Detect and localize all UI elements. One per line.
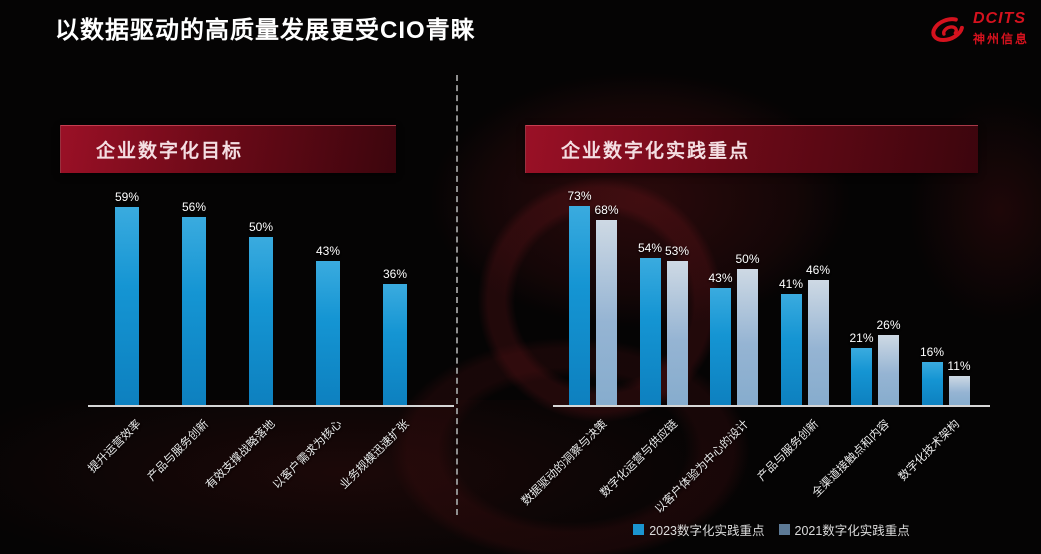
bar-2021: 26% (876, 318, 901, 406)
legend-label: 2021数字化实践重点 (794, 524, 910, 538)
right-chart-title: 企业数字化实践重点 (561, 141, 751, 162)
x-axis-label: 数字化技术架构 (896, 418, 963, 484)
section-divider (456, 75, 458, 515)
bar-value-label: 16% (919, 345, 945, 359)
x-axis-label: 数据驱动的洞察与决策 (519, 418, 610, 508)
left-chart-title: 企业数字化目标 (96, 141, 244, 162)
bar-value-label: 36% (382, 267, 408, 281)
bar-2023: 59% (115, 190, 139, 406)
bar-2021: 53% (665, 244, 689, 406)
x-axis-label: 提升运营效率 (86, 418, 144, 476)
bar-2021: 68% (594, 203, 619, 406)
bar-value-label: 59% (114, 190, 140, 204)
bar-value-label: 54% (637, 241, 663, 255)
right-x-axis-labels: 数据驱动的洞察与决策 数字化运营与供应链 以客户体验为中心的设计 产品与服务创新 全渠道… (520, 416, 990, 516)
right-chart-header: 企业数字化实践重点 (525, 125, 978, 173)
dcits-logo: DCITS 神州信息 (927, 10, 1029, 52)
left-x-axis-labels: 提升运营效率 产品与服务创新 有效支撑战略落地 以客户需求为核心 业务规模迅速扩张 (86, 416, 455, 516)
x-axis-label: 产品与服务创新 (755, 418, 822, 484)
legend-item: 2023数字化实践重点 (633, 520, 765, 539)
bar-2021: 46% (806, 263, 830, 406)
bar-value-label: 43% (708, 271, 733, 285)
bar-value-label: 41% (778, 277, 804, 291)
x-axis-label: 以客户需求为核心 (271, 418, 345, 492)
bar-2023: 56% (182, 200, 206, 406)
bar-2023: 54% (638, 241, 662, 406)
bar-value-label: 21% (849, 331, 874, 345)
logo-cn-text: 神州信息 (972, 32, 1029, 46)
bar-2021: 11% (947, 359, 971, 406)
bar-2023: 73% (567, 189, 592, 406)
bar-value-label: 50% (248, 220, 274, 234)
logo-text-block: DCITS 神州信息 (973, 10, 1029, 47)
right-bar-chart: 73% 68% 54% 53% 43% 50% 41% 46% 21% 26% 16% 11% (553, 186, 990, 406)
bar-value-label: 68% (594, 203, 619, 217)
bar-2023: 16% (920, 345, 944, 406)
page-title: 以数据驱动的高质量发展更受CIO青睐 (55, 17, 476, 44)
bar-value-label: 50% (735, 252, 760, 266)
bar-2023: 21% (849, 331, 874, 406)
bar-2023: 50% (249, 220, 273, 406)
x-axis-label: 有效支撑战略落地 (204, 418, 278, 492)
legend-swatch-icon (778, 524, 790, 535)
bar-value-label: 26% (876, 318, 901, 332)
legend-swatch-icon (633, 524, 645, 535)
right-x-axis-line (553, 405, 990, 407)
left-chart-header: 企业数字化目标 (60, 125, 396, 173)
chart-legend: 2023数字化实践重点 2021数字化实践重点 (553, 520, 990, 539)
x-axis-label: 业务规模迅速扩张 (338, 418, 412, 492)
left-x-axis-line (88, 405, 454, 407)
bar-value-label: 56% (181, 200, 207, 214)
legend-label: 2023数字化实践重点 (649, 524, 765, 538)
bar-value-label: 11% (947, 359, 971, 373)
left-bar-chart: 59% 56% 50% 43% 36% (87, 186, 455, 406)
bar-2023: 41% (779, 277, 803, 406)
x-axis-label: 全渠道接触点和内容 (809, 418, 892, 500)
logo-name-text: DCITS (972, 10, 1026, 27)
bar-value-label: 43% (315, 244, 341, 258)
dcits-swirl-icon (927, 12, 971, 52)
bar-2023: 43% (316, 244, 340, 406)
bar-2021: 50% (735, 252, 760, 406)
x-axis-label: 产品与服务创新 (145, 418, 211, 484)
bar-2023: 36% (383, 267, 407, 406)
bar-2023: 43% (708, 271, 733, 406)
bar-value-label: 73% (567, 189, 592, 203)
bar-value-label: 53% (664, 244, 690, 258)
legend-item: 2021数字化实践重点 (778, 520, 910, 539)
bar-value-label: 46% (805, 263, 831, 277)
